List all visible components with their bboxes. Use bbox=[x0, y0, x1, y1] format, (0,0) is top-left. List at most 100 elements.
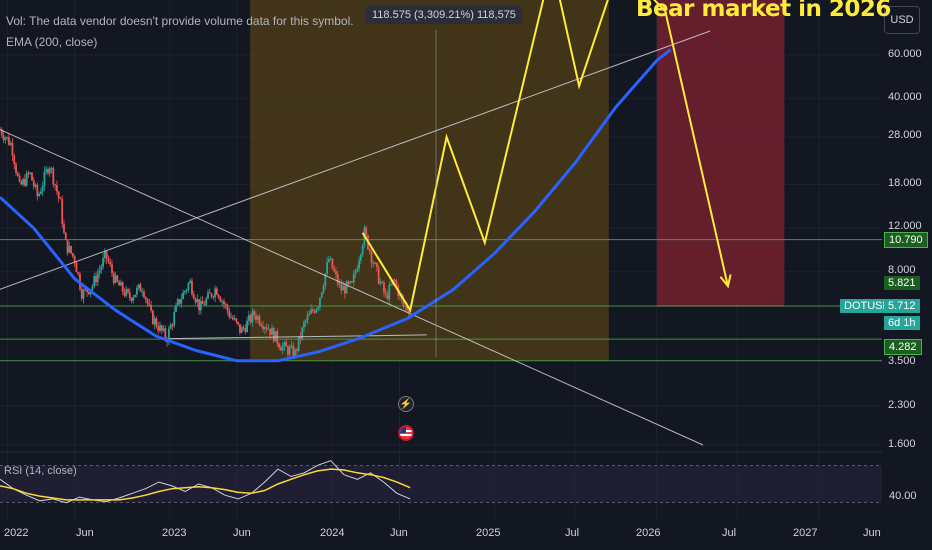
candle-body bbox=[354, 271, 357, 275]
currency-button[interactable]: USD bbox=[884, 6, 920, 34]
candle-body bbox=[112, 272, 115, 283]
rounding-curve bbox=[0, 48, 672, 363]
candle-body bbox=[57, 191, 60, 198]
candle-body bbox=[127, 289, 129, 293]
candle-body bbox=[235, 318, 238, 322]
candle-body bbox=[205, 298, 208, 306]
time-tick: Jun bbox=[863, 527, 881, 539]
time-tick: 2027 bbox=[793, 527, 818, 539]
candle-body bbox=[283, 342, 286, 347]
candle-body bbox=[64, 232, 67, 240]
candle-body bbox=[297, 336, 300, 352]
candle-body bbox=[38, 193, 41, 196]
candle-body bbox=[6, 137, 9, 139]
candle-body bbox=[144, 297, 147, 300]
candle-body bbox=[123, 291, 126, 296]
candle-body bbox=[335, 271, 337, 275]
candle-body bbox=[80, 289, 83, 299]
candle-body bbox=[226, 304, 229, 312]
candle-body bbox=[141, 291, 144, 293]
symbol-badge: DOTUSD bbox=[840, 299, 895, 313]
candle-body bbox=[365, 227, 368, 236]
candle-body bbox=[48, 168, 51, 174]
candle-body bbox=[41, 185, 44, 192]
projection-path bbox=[361, 0, 732, 313]
candle-body bbox=[210, 293, 213, 297]
candle-body bbox=[93, 276, 96, 286]
price-tick: 8.000 bbox=[888, 264, 916, 276]
candle-body bbox=[221, 301, 224, 303]
candle-body bbox=[164, 328, 167, 339]
candle-body bbox=[308, 313, 311, 316]
bear-market-annotation[interactable]: Bear market in 2026 bbox=[636, 0, 891, 22]
rsi-line bbox=[0, 460, 411, 504]
candle-body bbox=[384, 292, 387, 295]
candle-body bbox=[125, 289, 128, 296]
candle-body bbox=[272, 327, 275, 342]
trendline bbox=[0, 129, 704, 446]
candle-body bbox=[265, 327, 268, 329]
candle-body bbox=[402, 298, 405, 307]
candle-body bbox=[233, 318, 236, 320]
candle-body bbox=[281, 346, 284, 351]
us-flag-icon[interactable] bbox=[398, 425, 414, 441]
candle-body bbox=[331, 258, 334, 269]
accumulation-zone bbox=[250, 0, 609, 361]
candle-body bbox=[244, 327, 247, 333]
candle-body bbox=[54, 184, 57, 186]
candle-body bbox=[52, 168, 55, 185]
candle-body bbox=[311, 309, 314, 312]
candle-body bbox=[361, 245, 364, 255]
candle-body bbox=[372, 262, 375, 264]
projection-arrowhead bbox=[719, 274, 732, 289]
candle-body bbox=[356, 268, 359, 272]
candle-body bbox=[249, 315, 252, 323]
candle-body bbox=[336, 274, 339, 285]
candle-body bbox=[50, 168, 53, 170]
candle-body bbox=[258, 316, 261, 325]
candle-body bbox=[313, 311, 316, 313]
candle-body bbox=[214, 288, 216, 298]
candle-body bbox=[230, 317, 232, 319]
candle-body bbox=[22, 179, 25, 185]
candle-body bbox=[7, 137, 10, 145]
candle-body bbox=[77, 272, 80, 275]
candle-body bbox=[395, 280, 398, 286]
candle-body bbox=[103, 251, 106, 258]
candle-body bbox=[173, 311, 176, 326]
candle-body bbox=[34, 184, 37, 187]
rsi-band bbox=[0, 465, 882, 503]
candle-body bbox=[322, 286, 325, 293]
candle-body bbox=[299, 336, 302, 339]
candle-body bbox=[278, 343, 280, 348]
countdown-badge: 6d 1h bbox=[884, 316, 920, 330]
candle-body bbox=[159, 325, 161, 331]
candle-body bbox=[73, 256, 76, 263]
candle-body bbox=[383, 282, 385, 293]
candle-body bbox=[18, 175, 21, 182]
price-tick: 3.500 bbox=[888, 355, 916, 367]
candle-body bbox=[182, 292, 184, 300]
candle-body bbox=[84, 288, 87, 291]
candle-body bbox=[16, 172, 19, 176]
crosshair-readout: 118.575 (3,309.21%) 118,575 bbox=[366, 6, 522, 24]
level-badge-high: 10.790 bbox=[884, 232, 928, 248]
candle-body bbox=[32, 180, 35, 187]
volume-legend: Vol: The data vendor doesn't provide vol… bbox=[6, 14, 354, 28]
candle-body bbox=[223, 301, 225, 305]
candle-body bbox=[301, 327, 304, 339]
candle-body bbox=[189, 280, 192, 284]
candle-body bbox=[25, 172, 28, 186]
time-tick: Jun bbox=[390, 527, 408, 539]
candle-body bbox=[143, 291, 145, 298]
candle-body bbox=[153, 318, 156, 325]
flash-icon[interactable]: ⚡ bbox=[398, 396, 414, 412]
candle-body bbox=[45, 169, 48, 172]
candle-body bbox=[260, 324, 263, 327]
candle-body bbox=[47, 169, 49, 174]
price-tick: 2.300 bbox=[888, 399, 916, 411]
candle-body bbox=[239, 324, 241, 333]
time-tick: 2022 bbox=[4, 527, 29, 539]
candle-body bbox=[116, 275, 119, 282]
